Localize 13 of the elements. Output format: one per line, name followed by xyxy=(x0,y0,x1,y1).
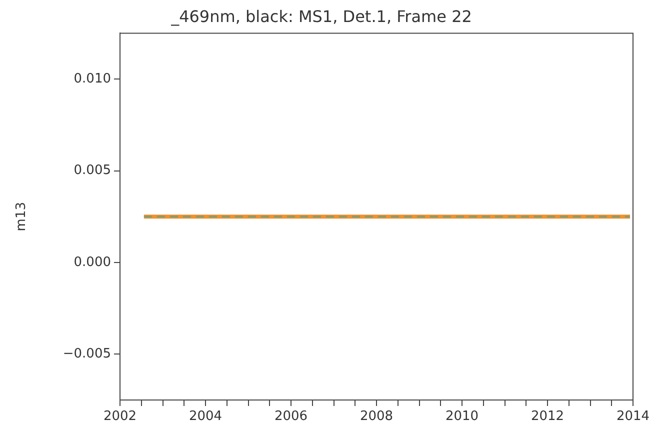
x-tick-label: 2012 xyxy=(530,409,564,424)
x-tick-label: 2008 xyxy=(360,409,394,424)
y-tick-label: 0.000 xyxy=(74,254,111,270)
x-tick-label: 2002 xyxy=(103,409,137,424)
y-axis-title: m13 xyxy=(14,202,30,232)
x-tick-label: 2004 xyxy=(188,409,222,424)
x-tick-label: 2006 xyxy=(274,409,308,424)
x-tick-label: 2014 xyxy=(616,409,650,424)
y-tick-label: 0.010 xyxy=(74,71,111,86)
y-tick-label: 0.005 xyxy=(74,163,111,178)
chart-title: _469nm, black: MS1, Det.1, Frame 22 xyxy=(170,6,472,26)
y-tick-label: −0.005 xyxy=(62,346,111,362)
x-tick-label: 2010 xyxy=(445,409,479,424)
